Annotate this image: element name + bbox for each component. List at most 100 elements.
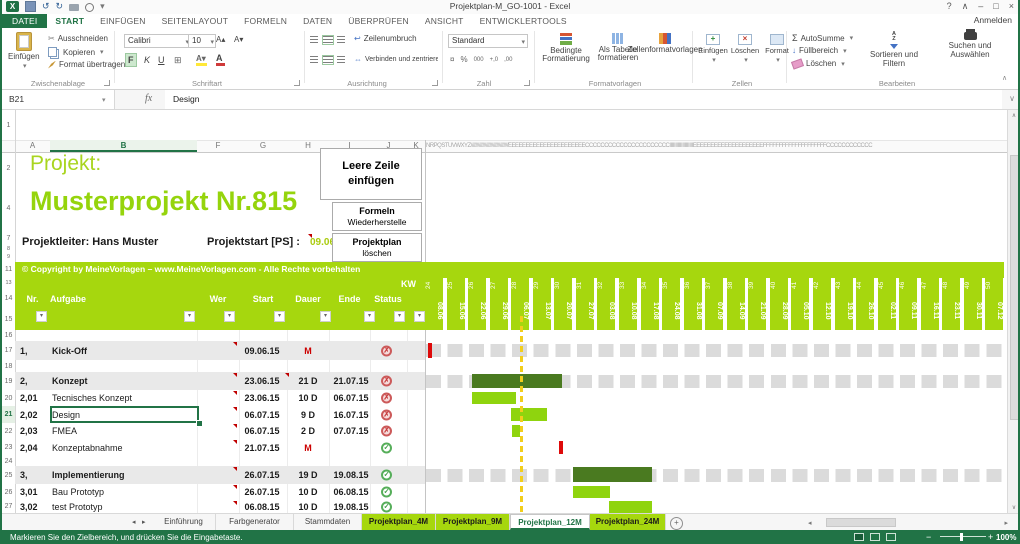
horizontal-scrollbar[interactable]: ◂ ▸ bbox=[808, 516, 1008, 529]
cell-dauer[interactable]: 19 D bbox=[298, 470, 318, 480]
cell-dauer[interactable]: 10 D bbox=[298, 501, 318, 512]
cell-dauer[interactable]: M bbox=[304, 442, 312, 453]
column-header[interactable]: G bbox=[259, 141, 267, 150]
row-header[interactable]: 19 bbox=[4, 377, 13, 385]
cell-dauer[interactable]: 10 D bbox=[298, 393, 318, 403]
column-header[interactable]: I bbox=[348, 141, 351, 150]
column-header[interactable]: J bbox=[386, 141, 391, 150]
bold-button[interactable]: F bbox=[125, 53, 137, 67]
add-sheet-button[interactable]: + bbox=[670, 517, 683, 530]
merge-center-button[interactable]: ⇔ Verbinden und zentrieren ▾ bbox=[354, 55, 438, 64]
sheet-tab[interactable]: Projektplan_12M bbox=[510, 514, 590, 530]
row-header[interactable]: 27 bbox=[4, 503, 13, 510]
table-row[interactable] bbox=[15, 330, 425, 341]
cell-ende[interactable]: 19.08.15 bbox=[333, 470, 369, 480]
zoom-slider-thumb[interactable] bbox=[960, 533, 963, 541]
cell-nr[interactable]: 1, bbox=[20, 345, 28, 356]
cell-task[interactable]: Konzeptabnahme bbox=[52, 442, 123, 453]
cell-start[interactable]: 23.06.15 bbox=[244, 376, 280, 386]
qat-dropdown-icon[interactable]: ▾ bbox=[100, 1, 105, 11]
row-header[interactable]: 15 bbox=[4, 316, 13, 323]
cell-start[interactable]: 21.07.15 bbox=[244, 442, 280, 453]
column-header[interactable]: F bbox=[215, 141, 221, 150]
ribbon-tab[interactable]: ENTWICKLERTOOLS bbox=[479, 16, 567, 26]
restore-button[interactable]: □ bbox=[993, 1, 999, 11]
row-header[interactable]: 16 bbox=[4, 332, 13, 339]
row-header[interactable]: 22 bbox=[4, 427, 13, 435]
cut-button[interactable]: ✂ Ausschneiden bbox=[48, 34, 108, 43]
column-header[interactable]: H bbox=[305, 141, 311, 150]
row-header[interactable]: 24 bbox=[4, 457, 13, 465]
format-as-table-button[interactable]: Als Tabelle formatieren bbox=[591, 33, 645, 62]
cell-ende[interactable]: 06.08.15 bbox=[333, 487, 369, 497]
ribbon-tab[interactable]: FORMELN bbox=[244, 16, 288, 26]
close-button[interactable]: × bbox=[1008, 1, 1014, 11]
align-bottom-icon[interactable] bbox=[337, 36, 345, 44]
row-header[interactable]: 25 bbox=[4, 471, 13, 479]
cell-task[interactable]: Bau Prototyp bbox=[52, 487, 105, 497]
filter-dropdown[interactable]: ▾ bbox=[414, 311, 425, 322]
row-header[interactable]: 23 bbox=[4, 444, 13, 451]
cell-ende[interactable]: 07.07.15 bbox=[333, 426, 369, 436]
font-color-button[interactable]: A bbox=[216, 54, 225, 66]
borders-icon[interactable]: ⊞ bbox=[174, 55, 182, 65]
table-row[interactable]: 2, Konzept 23.06.15 21 D 21.07.15 bbox=[15, 372, 425, 390]
sheet-tab[interactable]: Projektplan_24M bbox=[590, 514, 666, 530]
table-row[interactable]: 2,03 FMEA 06.07.15 2 D 07.07.15 bbox=[15, 423, 425, 439]
ribbon-options-button[interactable]: ∧ bbox=[961, 1, 969, 11]
normal-view-button[interactable] bbox=[854, 533, 864, 541]
cell-nr[interactable]: 2,03 bbox=[20, 426, 38, 436]
row-header[interactable]: 9 bbox=[6, 254, 11, 260]
sign-in-link[interactable]: Anmelden bbox=[973, 15, 1012, 25]
row-header[interactable]: 17 bbox=[4, 347, 13, 354]
table-row[interactable]: 2,04 Konzeptabnahme 21.07.15 M bbox=[15, 439, 425, 456]
sheet-nav-right-icon[interactable]: ▸ bbox=[142, 519, 146, 526]
sheet-tab[interactable]: Farbgenerator bbox=[216, 514, 294, 530]
paste-dropdown-icon[interactable]: ▾ bbox=[23, 63, 27, 70]
insert-cells-button[interactable]: + Einfügen ▾ bbox=[697, 34, 729, 64]
row-header[interactable]: 7 bbox=[6, 235, 11, 242]
scroll-down-icon[interactable]: ∨ bbox=[1011, 505, 1017, 511]
font-size-dropdown-icon[interactable]: ▾ bbox=[210, 39, 214, 46]
table-row[interactable] bbox=[15, 456, 425, 466]
decrease-decimal-icon[interactable]: ,00 bbox=[504, 56, 513, 63]
cell-ende[interactable]: 19.08.15 bbox=[333, 501, 369, 512]
table-row[interactable] bbox=[15, 360, 425, 372]
clipboard-dialog-launcher[interactable] bbox=[104, 80, 110, 86]
align-middle-icon[interactable] bbox=[322, 35, 334, 45]
align-center-icon[interactable] bbox=[322, 55, 334, 65]
filter-dropdown[interactable]: ▾ bbox=[36, 311, 47, 322]
table-row[interactable]: 2,02 Design 06.07.15 9 D 16.07.15 bbox=[15, 406, 425, 423]
help-button[interactable]: ? bbox=[946, 1, 952, 11]
cell-dauer[interactable]: 10 D bbox=[298, 487, 318, 497]
align-left-icon[interactable] bbox=[310, 56, 318, 64]
cell-task[interactable]: Implementierung bbox=[52, 470, 125, 480]
row-header[interactable]: 18 bbox=[4, 362, 13, 370]
cell-nr[interactable]: 2, bbox=[20, 376, 28, 386]
cell-task[interactable]: Konzept bbox=[52, 376, 88, 386]
font-name-select[interactable]: Calibri ▾ bbox=[124, 34, 192, 48]
vertical-scroll-thumb[interactable] bbox=[1010, 155, 1018, 420]
cell-dauer[interactable]: 2 D bbox=[300, 426, 315, 436]
conditional-formatting-button[interactable]: Bedingte Formatierung bbox=[539, 33, 593, 63]
cell-nr[interactable]: 3,01 bbox=[20, 487, 38, 497]
cell-start[interactable]: 06.07.15 bbox=[244, 426, 280, 436]
formula-input[interactable]: Design bbox=[165, 90, 1002, 109]
sheet-nav-left-icon[interactable]: ◂ bbox=[132, 519, 136, 526]
hscroll-left-icon[interactable]: ◂ bbox=[808, 520, 812, 527]
ribbon-tab[interactable]: SEITENLAYOUT bbox=[161, 16, 229, 26]
sheet-tab[interactable]: Projektplan_4M bbox=[362, 514, 436, 530]
cell-task[interactable]: Kick-Off bbox=[52, 345, 88, 356]
printer-icon[interactable] bbox=[69, 4, 80, 11]
number-format-dropdown-icon[interactable]: ▾ bbox=[521, 39, 525, 46]
cell-start[interactable]: 26.07.15 bbox=[244, 487, 280, 497]
insert-empty-row-button[interactable]: Leere Zeile einfügen bbox=[320, 148, 422, 200]
ribbon-tab[interactable]: EINFÜGEN bbox=[100, 16, 146, 26]
percent-icon[interactable]: % bbox=[460, 55, 468, 64]
table-row[interactable]: 3, Implementierung 26.07.15 19 D 19.08.1… bbox=[15, 466, 425, 484]
clear-project-plan-button[interactable]: Projektplan löschen bbox=[332, 233, 422, 262]
column-header-b-selected[interactable]: B bbox=[50, 140, 197, 152]
format-cells-button[interactable]: Format ▾ bbox=[761, 34, 793, 64]
cell-nr[interactable]: 3,02 bbox=[20, 501, 38, 512]
cell-ende[interactable]: 16.07.15 bbox=[333, 409, 369, 420]
